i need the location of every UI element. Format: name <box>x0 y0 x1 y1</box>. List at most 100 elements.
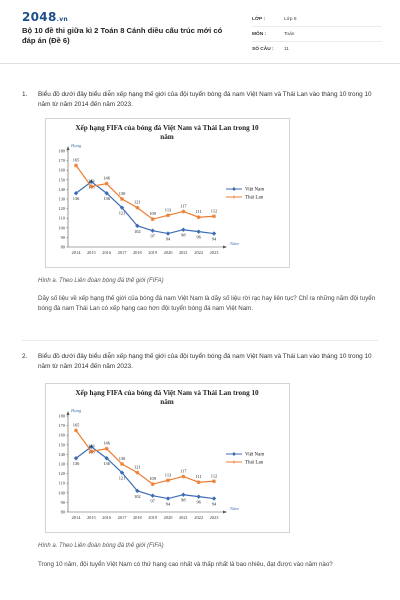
legend-label: Việt Nam <box>245 188 264 193</box>
data-point <box>166 478 170 483</box>
site-logo[interactable]: 2048.vn <box>22 10 68 24</box>
x-tick-label: 2017 <box>118 515 128 520</box>
x-tick-label: 2022 <box>194 250 203 255</box>
series-line <box>75 165 215 220</box>
y-tick-label: 120 <box>58 471 65 476</box>
data-label: 94 <box>166 237 171 242</box>
y-tick-label: 180 <box>58 414 65 419</box>
figure-caption: Hình a. Theo Liên đoàn bóng đá thế giới … <box>38 278 164 284</box>
meta-value: Lớp 8 <box>284 16 297 22</box>
question-number: 2. <box>22 353 28 360</box>
data-point <box>150 493 155 498</box>
question-text: Dãy số liệu về xếp hạng thế giới của bón… <box>38 295 376 312</box>
data-label: 109 <box>149 211 156 216</box>
y-tick-label: 170 <box>58 158 65 163</box>
question-number: 1. <box>22 91 28 98</box>
divider <box>22 340 378 341</box>
data-point <box>73 191 79 196</box>
y-tick-label: 140 <box>58 187 65 192</box>
data-point <box>181 209 186 214</box>
y-tick-label: 90 <box>61 500 66 505</box>
x-axis-label: Năm <box>229 506 239 511</box>
x-tick-label: 2021 <box>179 515 188 520</box>
document-title: Bộ 10 đề thi giữa kì 2 Toán 8 Cánh diều … <box>22 26 223 45</box>
legend-marker <box>232 187 236 191</box>
x-tick-label: 2023 <box>210 515 220 520</box>
data-label: 130 <box>119 191 126 196</box>
legend-marker <box>232 195 236 199</box>
legend-marker <box>232 452 236 456</box>
x-tick-label: 2018 <box>133 250 143 255</box>
y-tick-label: 140 <box>58 452 65 457</box>
data-point <box>212 214 216 219</box>
data-point <box>89 449 94 454</box>
legend-label: Việt Nam <box>245 453 264 458</box>
meta-key: SỐ CÂU : <box>252 47 274 52</box>
data-label: 94 <box>166 502 171 507</box>
data-label: 143 <box>88 179 95 184</box>
y-tick-label: 130 <box>58 462 65 467</box>
data-point <box>150 217 155 222</box>
data-point <box>211 496 217 501</box>
data-label: 112 <box>211 473 217 478</box>
x-tick-label: 2020 <box>164 250 174 255</box>
data-point <box>120 462 124 466</box>
data-label: 97 <box>150 234 155 239</box>
data-label: 117 <box>180 468 187 473</box>
x-tick-label: 2014 <box>72 515 82 520</box>
y-axis-label: Hạng <box>70 408 82 413</box>
data-label: 96 <box>196 500 201 505</box>
x-tick-label: 2021 <box>179 250 188 255</box>
x-axis-label: Năm <box>229 241 239 246</box>
x-tick-label: 2019 <box>148 250 158 255</box>
data-label: 136 <box>73 196 80 201</box>
data-label: 94 <box>212 502 217 507</box>
data-label: 113 <box>165 472 172 477</box>
x-tick-label: 2015 <box>87 250 97 255</box>
legend-marker <box>232 460 236 464</box>
data-point <box>196 494 201 499</box>
data-point <box>104 456 109 461</box>
y-axis-label: Hạng <box>70 143 82 148</box>
data-label: 96 <box>196 235 201 240</box>
data-label: 146 <box>103 176 110 181</box>
chart-1: Xếp hạng FIFA của bóng đá Việt Nam và Th… <box>45 118 290 268</box>
y-tick-label: 180 <box>58 149 65 154</box>
data-point <box>196 215 201 220</box>
data-label: 109 <box>149 476 156 481</box>
data-point <box>196 229 201 234</box>
data-point <box>104 181 109 186</box>
data-label: 117 <box>180 203 187 208</box>
meta-row-count: SỐ CÂU : 11 <box>252 42 382 57</box>
meta-key: LỚP : <box>252 16 266 22</box>
chart-title: năm <box>160 398 174 406</box>
data-label: 98 <box>181 498 186 503</box>
data-point <box>150 228 155 233</box>
y-tick-label: 120 <box>58 206 65 211</box>
y-tick-label: 100 <box>58 490 65 495</box>
data-point <box>89 444 94 449</box>
x-tick-label: 2016 <box>102 515 112 520</box>
x-tick-label: 2019 <box>148 515 158 520</box>
question-1: 1. Biểu đồ dưới đây biểu diễn xếp hạng t… <box>22 90 382 112</box>
data-label: 97 <box>150 499 155 504</box>
y-tick-label: 150 <box>58 177 65 182</box>
data-point <box>181 492 186 497</box>
x-axis-arrow <box>223 510 227 514</box>
data-label: 112 <box>211 208 217 213</box>
series-line <box>75 445 215 500</box>
data-label: 136 <box>103 196 110 201</box>
data-point <box>135 223 140 229</box>
data-label: 165 <box>73 422 80 427</box>
data-point <box>150 482 155 487</box>
y-tick-label: 150 <box>58 442 65 447</box>
chart-title: Xếp hạng FIFA của bóng đá Việt Nam và Th… <box>75 123 259 132</box>
data-label: 143 <box>88 444 95 449</box>
data-label: 136 <box>73 461 80 466</box>
y-tick-label: 160 <box>58 433 65 438</box>
data-label: 121 <box>134 465 141 470</box>
meta-key: MÔN : <box>252 31 267 37</box>
meta-value: 11 <box>284 47 289 52</box>
data-label: 113 <box>165 207 172 212</box>
y-axis-arrow <box>66 411 70 415</box>
